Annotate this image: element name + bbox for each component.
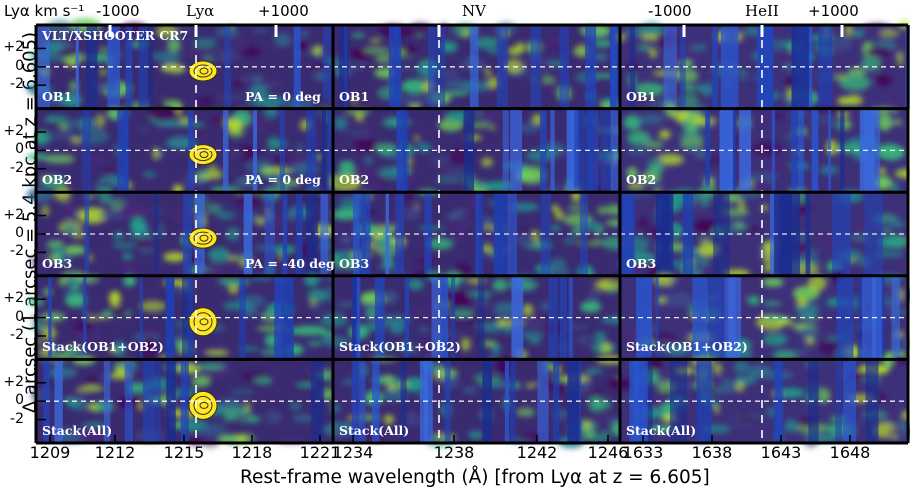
x-tick-label: 1246 bbox=[587, 443, 629, 462]
y-tick-label: 0 bbox=[15, 392, 24, 409]
panel-c0-r2 bbox=[26, 186, 337, 276]
row-label-c0-r0: OB1 bbox=[42, 88, 73, 104]
panel-c2-r0 bbox=[618, 20, 910, 111]
row-label-c0-r1: OB2 bbox=[42, 172, 73, 188]
panel-c0-r0 bbox=[25, 18, 334, 112]
y-tick-label: 0 bbox=[15, 57, 24, 74]
lya-emission bbox=[188, 227, 218, 249]
panel-c1-r0 bbox=[320, 21, 631, 115]
top-tick-plus1000-right: +1000 bbox=[808, 2, 859, 20]
top-tick-nv: NV bbox=[462, 2, 486, 20]
lya-emission bbox=[188, 60, 218, 82]
panel-grid bbox=[25, 18, 910, 449]
top-tick-minus1000-right: -1000 bbox=[648, 2, 692, 20]
row-label-c2-r2: OB3 bbox=[626, 255, 657, 271]
panel-c0-r4 bbox=[30, 355, 337, 448]
x-tick-label: 1638 bbox=[691, 443, 733, 462]
x-tick-label: 1643 bbox=[760, 443, 802, 462]
y-tick-label: -2 bbox=[10, 76, 24, 93]
y-tick-label: +2 bbox=[3, 290, 24, 307]
x-tick-label: 1238 bbox=[433, 443, 475, 462]
pa-label-r0: PA = 0 deg bbox=[245, 88, 321, 104]
y-tick-label: +2 bbox=[3, 206, 24, 223]
panel-c0-r1 bbox=[25, 101, 345, 197]
row-label-c1-r1: OB2 bbox=[339, 172, 370, 188]
lya-emission bbox=[188, 307, 218, 337]
pa-label-r2: PA = -40 deg bbox=[245, 255, 335, 271]
x-tick-label: 1215 bbox=[163, 443, 205, 462]
row-label-c0-r4: Stack(All) bbox=[42, 423, 113, 438]
panel-c0-r3 bbox=[27, 270, 342, 362]
y-tick-label: -2 bbox=[10, 410, 24, 427]
y-tick-label: 0 bbox=[15, 141, 24, 158]
lya-emission bbox=[188, 144, 218, 166]
top-axis-label: Lyα km s⁻¹ bbox=[4, 2, 85, 20]
y-tick-label: 0 bbox=[15, 225, 24, 241]
panel-c2-r3 bbox=[615, 272, 910, 365]
x-tick-label: 1218 bbox=[231, 443, 273, 462]
row-label-c1-r0: OB1 bbox=[339, 88, 370, 104]
x-tick-label: 1648 bbox=[829, 443, 871, 462]
row-label-c1-r3: Stack(OB1+OB2) bbox=[339, 339, 461, 355]
panel-c1-r2 bbox=[329, 188, 634, 281]
row-label-c0-r3: Stack(OB1+OB2) bbox=[42, 339, 164, 355]
x-tick-label: 1242 bbox=[516, 443, 558, 462]
x-tick-label: 1221 bbox=[299, 443, 341, 462]
row-label-c1-r2: OB3 bbox=[339, 255, 370, 271]
y-tick-label: 0 bbox=[15, 308, 24, 325]
top-tick-minus1000-left: -1000 bbox=[96, 2, 140, 20]
top-tick-plus1000-left: +1000 bbox=[258, 2, 309, 20]
x-tick-label: 1209 bbox=[29, 443, 71, 462]
x-tick-label: 1633 bbox=[622, 443, 664, 462]
panel-c2-r2 bbox=[616, 185, 910, 282]
lya-emission bbox=[188, 390, 218, 420]
panel-c2-r1 bbox=[620, 101, 910, 196]
row-label-c2-r4: Stack(All) bbox=[626, 423, 697, 438]
row-label-c0-r2: OB3 bbox=[42, 255, 73, 271]
top-tick-heii: HeII bbox=[745, 2, 779, 20]
panel-overlay bbox=[34, 23, 910, 445]
y-tick-label: -2 bbox=[10, 159, 24, 176]
panel-c1-r1 bbox=[327, 107, 626, 200]
y-tick-label: +2 bbox=[3, 123, 24, 139]
row-label-c2-r0: OB1 bbox=[626, 88, 657, 104]
panel-c1-r4 bbox=[323, 355, 634, 449]
pa-label-r1: PA = 0 deg bbox=[245, 172, 321, 188]
panel-c2-r4 bbox=[607, 353, 910, 448]
x-axis-label: Rest-frame wavelength (Å) [from Lyα at z… bbox=[240, 467, 710, 488]
panel-c1-r3 bbox=[319, 269, 631, 361]
x-tick-label: 1212 bbox=[94, 443, 136, 462]
row-label-c1-r4: Stack(All) bbox=[339, 423, 410, 438]
row-label-c2-r3: Stack(OB1+OB2) bbox=[626, 339, 748, 355]
top-tick-lya: Lyα bbox=[186, 2, 215, 20]
x-tick-label: 1234 bbox=[332, 443, 374, 462]
y-tick-label: -2 bbox=[10, 326, 24, 343]
y-tick-label: -2 bbox=[10, 243, 24, 260]
row-label-c2-r1: OB2 bbox=[626, 172, 657, 188]
y-tick-label: +2 bbox=[3, 373, 24, 390]
panel-title: VLT/XSHOOTER CR7 bbox=[42, 28, 189, 43]
y-tick-label: +2 bbox=[3, 39, 24, 56]
